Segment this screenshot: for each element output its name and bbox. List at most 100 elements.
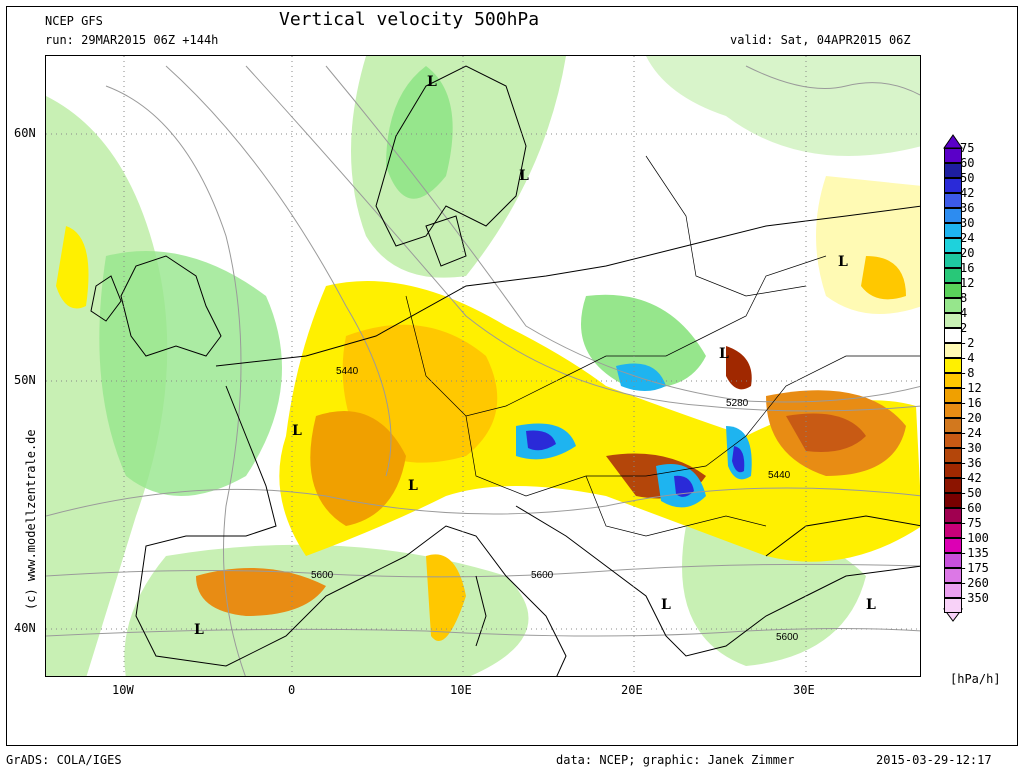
colorbar-swatch	[944, 418, 962, 433]
colorbar-swatch	[944, 223, 962, 238]
low-pressure-marker: L	[719, 346, 729, 362]
coastline-scandinavia	[375, 65, 527, 247]
colorbar-level-label: 12	[960, 276, 975, 290]
colorbar-swatch	[944, 433, 962, 448]
low-pressure-marker: L	[519, 168, 529, 184]
lon-label-10e: 10E	[450, 683, 472, 697]
low-pressure-marker: L	[661, 597, 671, 613]
lat-lon-grid	[46, 56, 920, 676]
colorbar-level-label: -175	[960, 561, 989, 575]
colorbar-level-label: 20	[960, 246, 975, 260]
geopotential-contour	[745, 65, 920, 96]
colorbar-level-label: -100	[960, 531, 989, 545]
colorbar-swatch	[944, 253, 962, 268]
country-borders	[465, 355, 920, 497]
colorbar-level-label: -20	[960, 411, 982, 425]
copyright-watermark: (c) www.modellzentrale.de	[24, 429, 38, 610]
colorbar-level-label: -8	[960, 366, 975, 380]
colorbar-level-label: 36	[960, 201, 975, 215]
field-green-norway	[386, 66, 453, 199]
coastline-denmark	[425, 215, 467, 267]
colorbar-swatch	[944, 478, 962, 493]
coastline-west-europe	[135, 385, 407, 667]
colorbar-level-label: -36	[960, 456, 982, 470]
field-green-poland	[581, 294, 706, 388]
geopotential-contour	[245, 65, 920, 412]
colorbar-level-label: -30	[960, 441, 982, 455]
colorbar-level-label: 2	[960, 321, 968, 335]
field-blue-slovakia	[616, 363, 666, 391]
colorbar-level-label: 16	[960, 261, 975, 275]
colorbar-level-label: 60	[960, 156, 975, 170]
data-credit: data: NCEP; graphic: Janek Zimmer	[556, 753, 795, 767]
colorbar-level-label: 24	[960, 231, 975, 245]
colorbar-level-label: -2	[960, 336, 975, 350]
low-pressure-marker: L	[408, 478, 418, 494]
field-green-northeast	[646, 56, 920, 157]
plot-frame	[6, 6, 1018, 746]
render-timestamp: 2015-03-29-12:17	[876, 753, 992, 767]
colorbar-level-label: -4	[960, 351, 975, 365]
field-darkblue-alps	[526, 430, 556, 451]
colorbar-swatch	[944, 268, 962, 283]
colorbar-swatch	[944, 598, 962, 613]
low-pressure-marker: L	[292, 423, 302, 439]
colorbar-swatch	[944, 568, 962, 583]
colorbar-unit: [hPa/h]	[950, 672, 1001, 686]
colorbar-level-label: -42	[960, 471, 982, 485]
colorbar-swatch	[944, 343, 962, 358]
colorbar-level-label: 75	[960, 141, 975, 155]
lon-label-10w: 10W	[112, 683, 134, 697]
lat-label-50n: 50N	[14, 373, 36, 387]
coastline-britain	[120, 255, 222, 357]
colorbar-swatch	[944, 388, 962, 403]
colorbar-swatch	[944, 328, 962, 343]
geopotential-contour	[46, 487, 920, 517]
field-dark-orange-ukraine	[786, 413, 866, 452]
colorbar-swatch	[944, 403, 962, 418]
field-darkblue-romania	[732, 446, 745, 473]
colorbar-level-label: -12	[960, 381, 982, 395]
valid-label: valid: Sat, 04APR2015 06Z	[730, 33, 911, 47]
field-yellow-atlantic	[56, 226, 89, 309]
country-borders	[645, 155, 807, 297]
lon-label-20e: 20E	[621, 683, 643, 697]
colorbar-level-label: 50	[960, 171, 975, 185]
geopotential-contour	[46, 628, 920, 637]
colorbar-swatch	[944, 178, 962, 193]
field-orange-sardinia	[426, 554, 466, 641]
chart-title: Vertical velocity 500hPa	[279, 9, 540, 30]
map-panel: 5440 5280 5440 5600 5600 5600 L L L L L …	[45, 55, 921, 677]
geopotential-contour	[325, 65, 920, 403]
colorbar-level-label: -16	[960, 396, 982, 410]
contour-label: 5440	[768, 470, 791, 481]
lon-label-30e: 30E	[793, 683, 815, 697]
geopotential-contour	[46, 563, 920, 578]
lon-label-0: 0	[288, 683, 296, 697]
colorbar-swatch	[944, 208, 962, 223]
coastline-black-sea	[765, 515, 920, 557]
colorbar-level-label: 8	[960, 291, 968, 305]
low-pressure-marker: L	[866, 597, 876, 613]
colorbar-swatch	[944, 298, 962, 313]
colorbar-swatch	[944, 583, 962, 598]
low-pressure-marker: L	[427, 74, 437, 90]
colorbar-level-label: -75	[960, 516, 982, 530]
colorbar-swatch	[944, 523, 962, 538]
colorbar-level-label: -350	[960, 591, 989, 605]
model-label: NCEP GFS	[45, 14, 103, 28]
coastline-ireland	[90, 275, 122, 322]
colorbar-level-label: -60	[960, 501, 982, 515]
colorbar-swatch	[944, 553, 962, 568]
colorbar-level-label: -50	[960, 486, 982, 500]
geopotential-contour	[165, 65, 392, 477]
colorbar-swatch	[944, 463, 962, 478]
colorbar-swatch	[944, 358, 962, 373]
colorbar-level-label: 4	[960, 306, 968, 320]
colorbar-swatch	[944, 163, 962, 178]
colorbar-swatch	[944, 313, 962, 328]
geopotential-contour	[105, 85, 246, 676]
run-label: run: 29MAR2015 06Z +144h	[45, 33, 219, 47]
field-orange-spain	[196, 568, 326, 616]
field-darkblue-serbia	[674, 475, 694, 497]
